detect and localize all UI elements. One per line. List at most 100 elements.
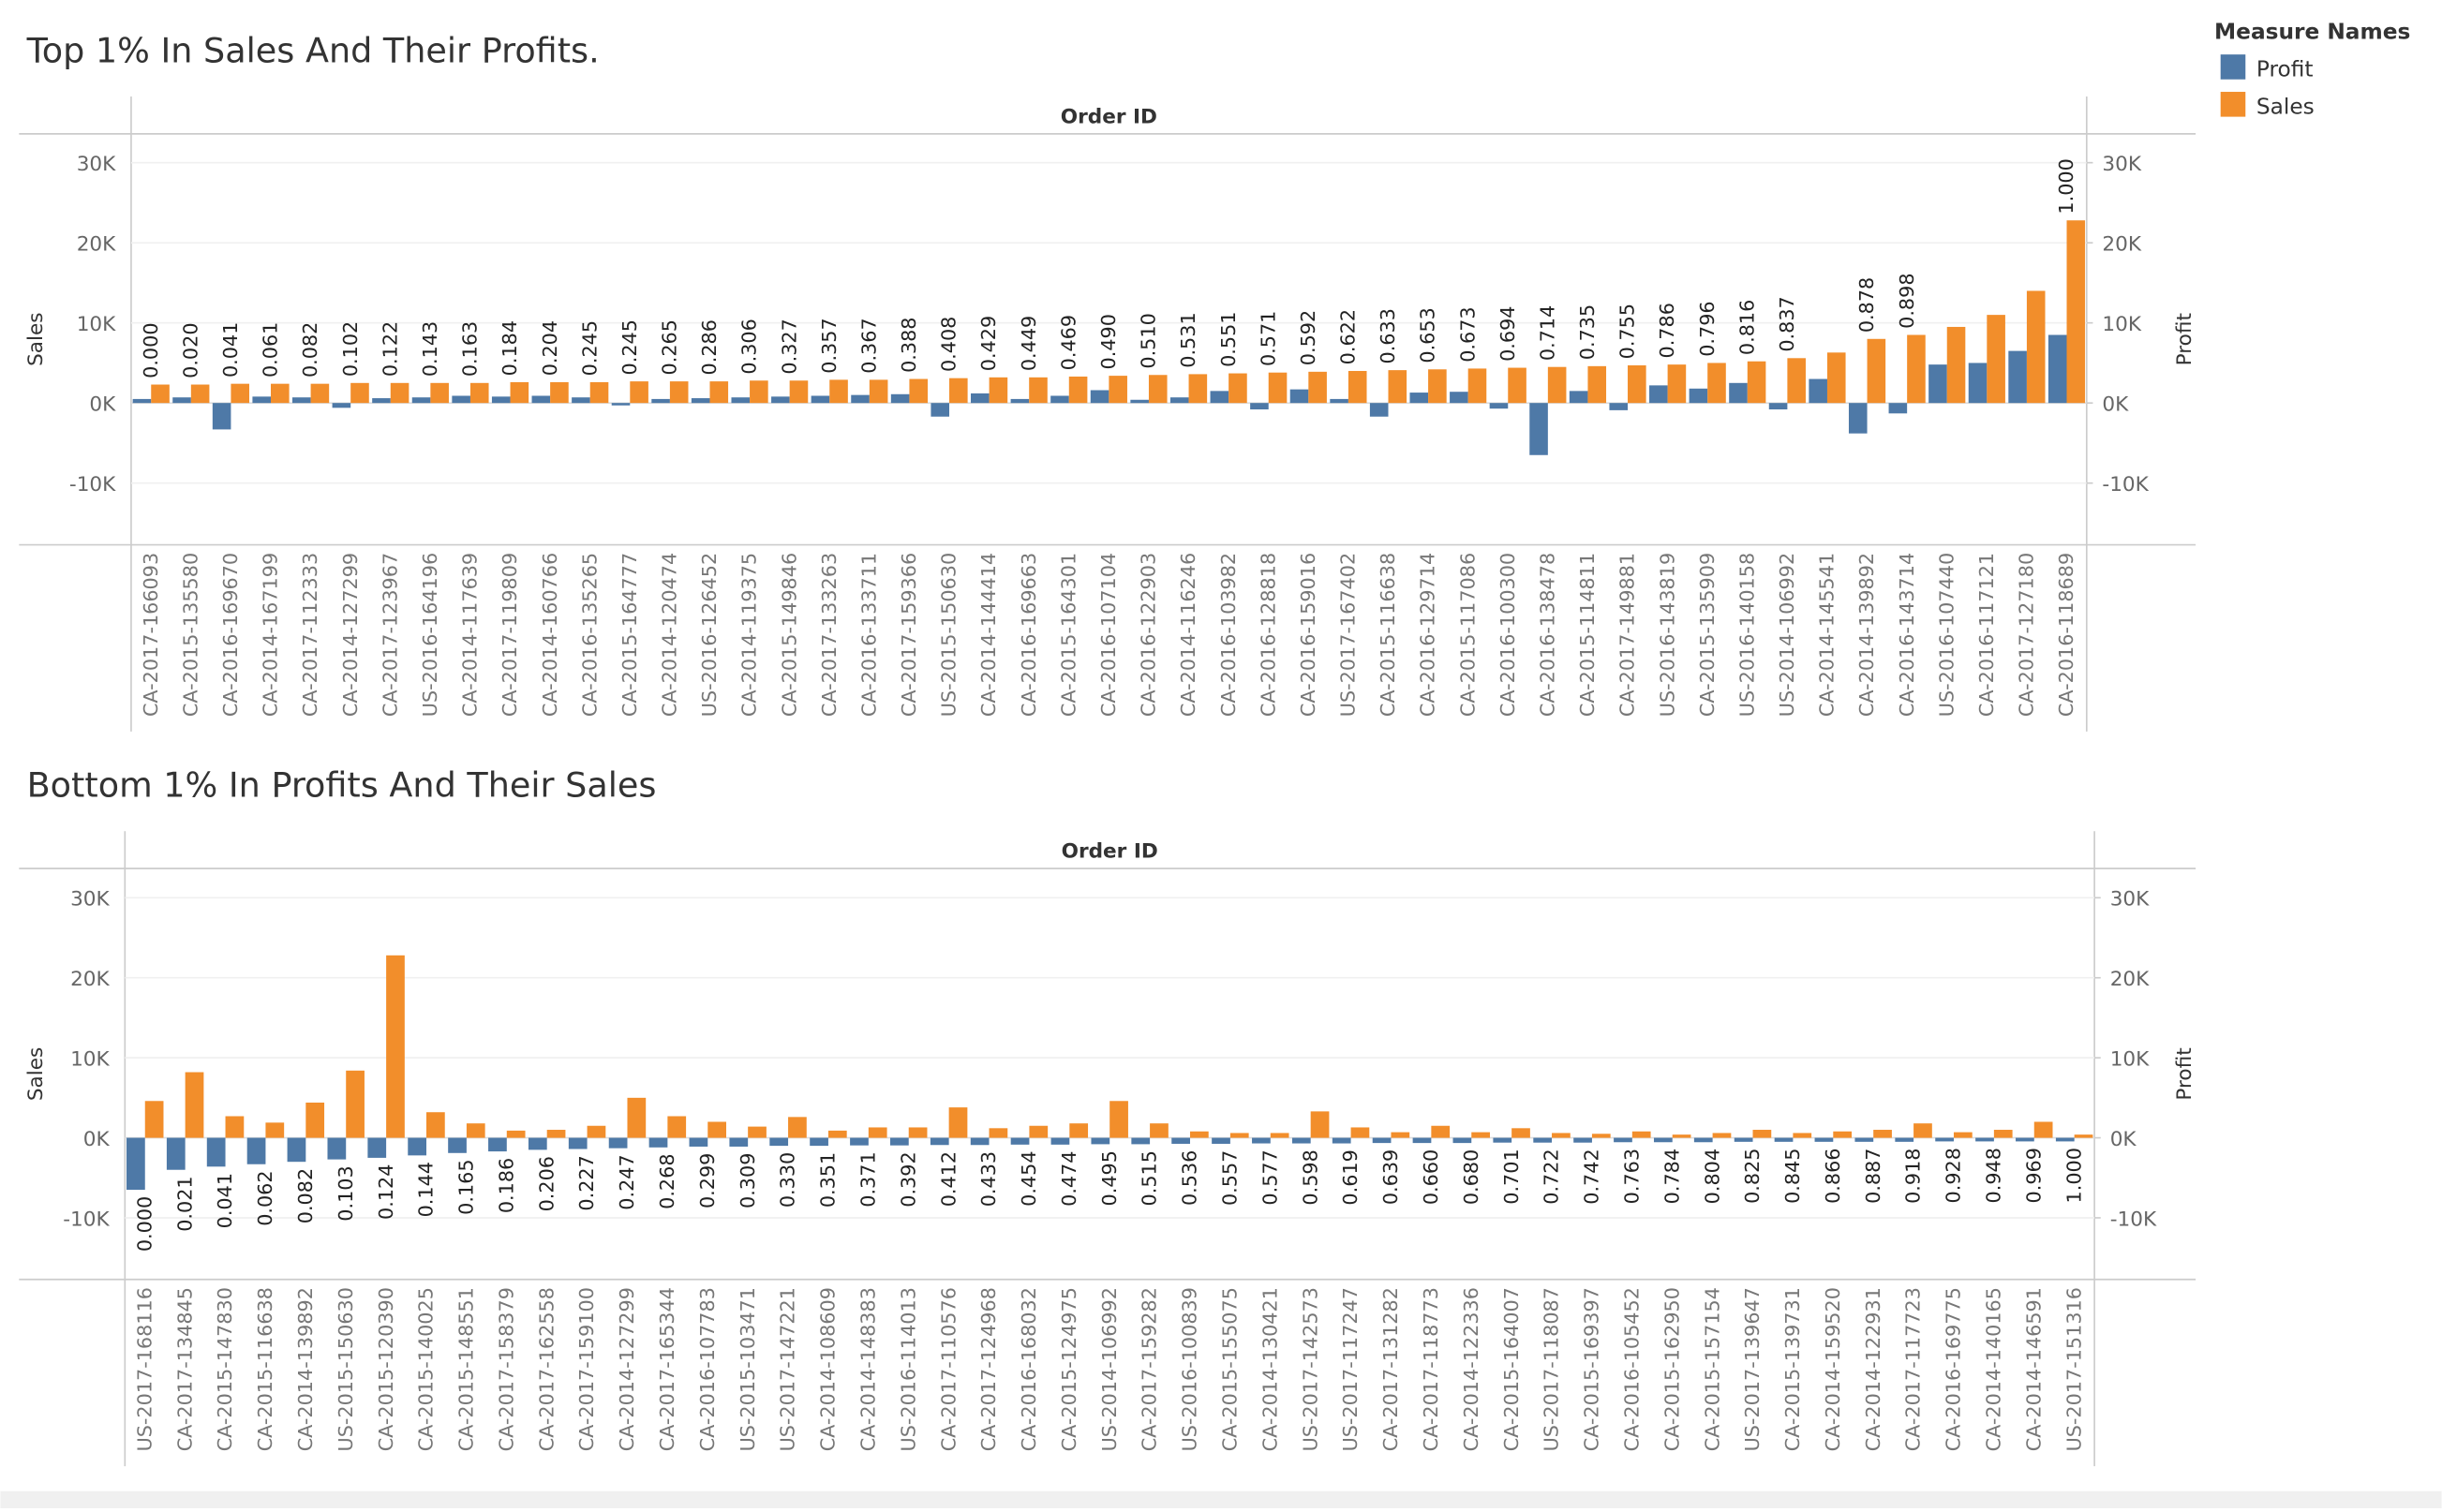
x-tick-label: CA-2017-159282 — [1139, 1287, 1161, 1451]
bar — [1707, 363, 1726, 404]
x-tick-label: CA-2015-116638 — [1377, 553, 1399, 717]
bar — [546, 1130, 566, 1138]
x-tick-label: CA-2017-112333 — [299, 553, 321, 717]
bar — [1412, 1137, 1432, 1144]
x-tick-label: US-2014-106992 — [1776, 553, 1798, 717]
bar — [1774, 1137, 1794, 1142]
bar — [1935, 1137, 1954, 1142]
legend-label: Profit — [2256, 56, 2314, 82]
bar — [1529, 403, 1548, 455]
bar — [1130, 399, 1149, 404]
data-label: 0.515 — [1139, 1150, 1161, 1206]
bar — [1310, 1111, 1330, 1138]
bar — [310, 383, 330, 404]
x-tick-label: CA-2016-169775 — [1943, 1287, 1965, 1451]
bar — [190, 384, 210, 404]
bar — [949, 378, 968, 404]
bar — [2047, 334, 2067, 404]
x-tick-label: CA-2014-139892 — [1855, 553, 1878, 717]
bar — [1210, 391, 1229, 404]
x-tick-label: CA-2016-135265 — [578, 553, 601, 717]
x-tick-label: CA-2016-103982 — [1217, 553, 1240, 717]
bar — [327, 1137, 347, 1160]
x-tick-label: CA-2017-149881 — [1616, 553, 1639, 717]
x-tick-label: CA-2014-127299 — [616, 1287, 638, 1451]
x-tick-label: CA-2014-127299 — [339, 553, 362, 717]
data-label: 0.454 — [1018, 1150, 1040, 1206]
bar — [1569, 391, 1588, 404]
x-tick-label: CA-2014-144414 — [977, 553, 1000, 717]
bar — [390, 382, 409, 404]
data-label: 0.000 — [133, 1196, 156, 1252]
bar — [466, 1123, 485, 1138]
bar — [1653, 1137, 1673, 1143]
x-tick-label: CA-2015-117086 — [1456, 553, 1479, 717]
bar — [386, 955, 405, 1138]
data-label: 0.351 — [817, 1152, 840, 1208]
bar — [568, 1137, 588, 1149]
footer-strip — [0, 1490, 2442, 1508]
data-label: 0.103 — [335, 1165, 357, 1221]
bar — [709, 381, 729, 404]
x-tick-label: CA-2016-138478 — [1536, 553, 1558, 717]
x-tick-label: CA-2014-122931 — [1862, 1287, 1884, 1451]
x-tick-label: CA-2016-100300 — [1496, 553, 1519, 717]
data-label: 0.041 — [214, 1173, 236, 1228]
chart-title: Bottom 1% In Profits And Their Sales — [27, 765, 657, 806]
bar — [265, 1122, 285, 1138]
x-tick-label: CA-2017-124968 — [977, 1287, 1000, 1451]
data-label: 0.388 — [898, 317, 920, 372]
x-tick-label: CA-2016-117121 — [1975, 553, 1998, 717]
bar — [689, 1137, 708, 1147]
x-tick-label: US-2017-168116 — [133, 1287, 156, 1451]
bar — [691, 398, 710, 404]
data-label: 0.763 — [1620, 1149, 1643, 1204]
y2-tick-label: 30K — [2102, 153, 2141, 176]
bar — [430, 382, 449, 404]
data-label: 0.714 — [1536, 305, 1558, 361]
y2-tick-label: 10K — [2110, 1047, 2150, 1071]
x-tick-label: US-2017-118087 — [1541, 1287, 1563, 1451]
x-tick-label: CA-2016-159016 — [1297, 553, 1319, 717]
bar — [1252, 1137, 1271, 1144]
data-label: 0.660 — [1420, 1149, 1442, 1205]
bar — [731, 397, 751, 404]
bar — [1471, 1132, 1490, 1138]
data-label: 0.184 — [499, 320, 521, 376]
x-tick-label: CA-2014-146591 — [2022, 1287, 2045, 1451]
bar — [1631, 1131, 1651, 1138]
bar — [630, 381, 648, 404]
y2-tick-label: 10K — [2102, 313, 2141, 336]
data-label: 0.837 — [1776, 296, 1798, 351]
data-label: 0.327 — [778, 319, 800, 374]
x-tick-label: US-2016-164196 — [419, 553, 441, 717]
data-label: 0.000 — [140, 322, 162, 378]
x-tick-label: US-2014-106992 — [1098, 1287, 1121, 1451]
bar — [1212, 1137, 1230, 1144]
bar — [1712, 1133, 1732, 1138]
x-tick-label: CA-2016-118689 — [2055, 553, 2077, 717]
data-label: 0.722 — [1541, 1149, 1563, 1204]
bar — [1171, 1137, 1190, 1144]
data-label: 0.061 — [260, 322, 282, 378]
bar — [1614, 1137, 1632, 1143]
bar — [212, 403, 231, 430]
data-label: 0.701 — [1500, 1149, 1523, 1204]
x-tick-label: CA-2016-143714 — [1896, 553, 1918, 717]
bar — [771, 396, 790, 404]
bar — [1895, 1137, 1914, 1142]
bar — [144, 1101, 164, 1138]
bar — [811, 395, 830, 404]
bar — [1729, 382, 1748, 404]
bar — [890, 1137, 909, 1146]
x-tick-label: US-2016-107440 — [1935, 553, 1958, 717]
bar — [350, 382, 369, 404]
x-tick-label: CA-2014-140165 — [1983, 1287, 2005, 1451]
bar — [1993, 1130, 2013, 1138]
bar — [305, 1102, 325, 1138]
bar — [1693, 1137, 1713, 1143]
bar — [292, 397, 311, 404]
data-label: 0.227 — [575, 1155, 598, 1210]
bar — [810, 1137, 828, 1147]
